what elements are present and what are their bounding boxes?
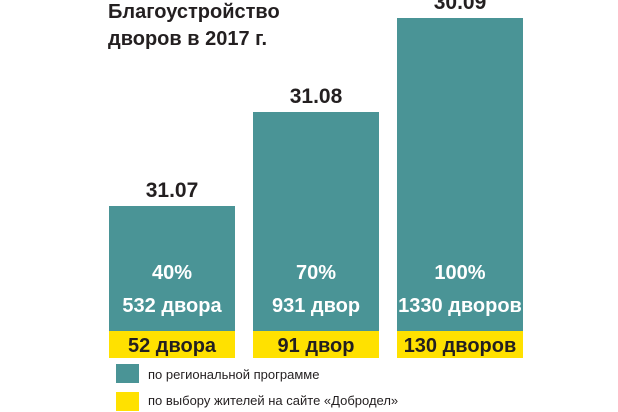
bar-regional-2 (253, 112, 379, 331)
bar-regional-1 (109, 206, 235, 331)
bar-regional-count-label-3: 1330 дворов (398, 295, 522, 317)
bar-date-label-2: 31.08 (290, 85, 343, 108)
bar-resident-1 (109, 331, 235, 358)
legend-label-regional: по региональной программе (148, 367, 319, 382)
chart-title-line-1: Благоустройство (108, 1, 280, 23)
bar-resident-count-label-3: 130 дворов (404, 335, 517, 357)
bar-resident-2 (253, 331, 379, 358)
bar-resident-count-label-1: 52 двора (128, 335, 217, 357)
bar-percent-label-1: 40% (152, 262, 192, 284)
bar-date-label-1: 31.07 (146, 179, 199, 202)
chart-title-line-2: дворов в 2017 г. (108, 28, 267, 50)
bar-percent-label-2: 70% (296, 262, 336, 284)
bar-date-label-3: 30.09 (434, 0, 487, 14)
legend-swatch-resident (116, 392, 139, 411)
legend-swatch-regional (116, 364, 139, 383)
bar-regional-count-label-2: 931 двор (272, 295, 360, 317)
bar-resident-count-label-2: 91 двор (278, 335, 355, 357)
bar-percent-label-3: 100% (434, 262, 485, 284)
bar-resident-3 (397, 331, 523, 358)
bars-group: 31.07 40% 532 двора 52 двора 31.08 70% 931 дво… (109, 0, 523, 358)
bar-regional-count-label-1: 532 двора (122, 295, 222, 317)
legend-label-resident: по выбору жителей на сайте «Добродел» (148, 393, 398, 408)
bar-regional-3 (397, 18, 523, 331)
